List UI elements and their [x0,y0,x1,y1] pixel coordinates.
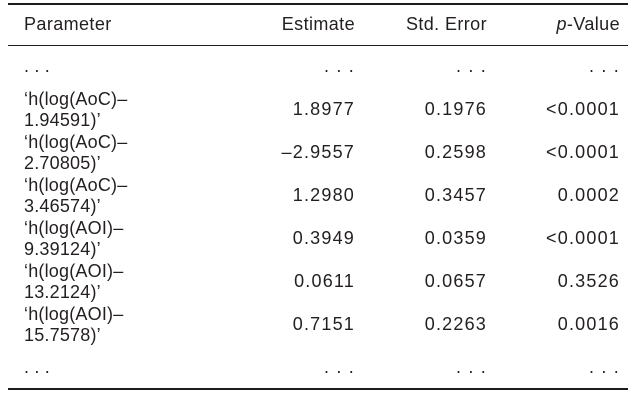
cell-std-error: . . . [455,56,487,77]
cell-std-error: 0.2598 [424,142,487,162]
cell-p-value: 0.0002 [557,185,620,205]
cell-parameter: ‘h(log(AoC)–1.94591)’ [24,88,128,130]
cell-std-error: 0.0359 [424,228,487,248]
table-row: ‘h(log(AoC)–1.94591)’ 1.8977 0.1976 <0.0… [8,88,628,131]
cell-estimate: 0.3949 [292,228,355,248]
cell-std-error: 0.0657 [424,271,487,291]
p-value-italic-p: p [556,14,567,35]
cell-parameter: . . . [24,56,51,77]
cell-estimate: 0.7151 [292,314,355,334]
column-header-std-error: Std. Error [355,4,487,46]
cell-parameter: ‘h(log(AoC)–3.46574)’ [24,174,128,216]
cell-p-value: <0.0001 [546,99,620,119]
cell-p-value: . . . [588,356,620,377]
cell-p-value: . . . [588,56,620,77]
cell-parameter: ‘h(log(AOI)–9.39124)’ [24,217,124,259]
cell-estimate: 0.0611 [294,271,355,291]
cell-std-error: 0.2263 [424,314,487,334]
cell-estimate: 1.8977 [292,99,355,119]
cell-p-value: 0.0016 [557,314,620,334]
table-row: ‘h(log(AOI)–9.39124)’ 0.3949 0.0359 <0.0… [8,217,628,260]
table-row: ‘h(log(AoC)–2.70805)’ –2.9557 0.2598 <0.… [8,131,628,174]
cell-estimate: 1.2980 [292,185,355,205]
p-value-rest: -Value [566,14,620,35]
cell-p-value: <0.0001 [546,142,620,162]
column-header-p-value: p-Value [487,4,628,46]
cell-p-value: 0.3526 [557,271,620,291]
column-header-estimate: Estimate [193,4,355,46]
column-header-parameter: Parameter [8,4,193,46]
table-row-ellipsis-top: . . . . . . . . . . . . [8,45,628,88]
cell-estimate: . . . [323,56,355,77]
cell-parameter: ‘h(log(AOI)–15.7578)’ [24,303,124,345]
cell-p-value: <0.0001 [546,228,620,248]
table-row-ellipsis-bottom: . . . . . . . . . . . . [8,346,628,389]
header-row: Parameter Estimate Std. Error p-Value [8,4,628,46]
cell-parameter: ‘h(log(AOI)–13.2124)’ [24,260,124,302]
table-row: ‘h(log(AOI)–13.2124)’ 0.0611 0.0657 0.35… [8,260,628,303]
cell-std-error: 0.1976 [424,99,487,119]
cell-parameter: . . . [24,356,51,377]
table-row: ‘h(log(AOI)–15.7578)’ 0.7151 0.2263 0.00… [8,303,628,346]
table-row: ‘h(log(AoC)–3.46574)’ 1.2980 0.3457 0.00… [8,174,628,217]
cell-estimate: –2.9557 [281,142,355,162]
cell-std-error: . . . [455,356,487,377]
cell-parameter: ‘h(log(AoC)–2.70805)’ [24,131,128,173]
cell-estimate: . . . [323,356,355,377]
cell-std-error: 0.3457 [424,185,487,205]
parameter-estimates-table: Parameter Estimate Std. Error p-Value . … [8,3,628,390]
